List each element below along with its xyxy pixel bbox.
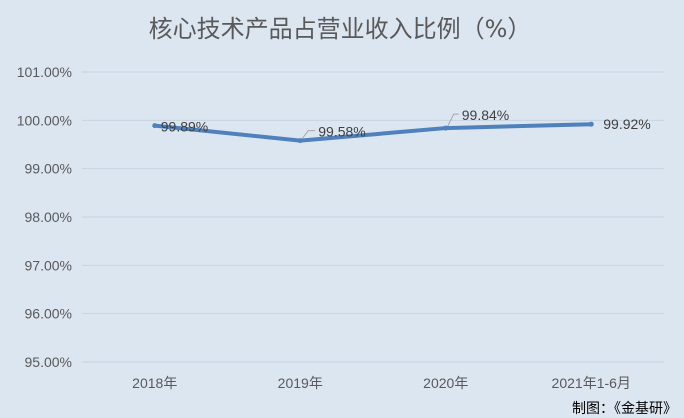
series-line <box>152 122 594 143</box>
y-tick-label: 98.00% <box>25 209 72 225</box>
data-point <box>152 123 158 129</box>
x-axis-ticks: 2018年 2019年 2020年 2021年1-6月 <box>132 375 631 391</box>
y-tick-label: 96.00% <box>25 306 72 322</box>
label-leader-line <box>447 113 459 127</box>
label-leader-line <box>301 130 316 139</box>
data-label: 99.89% <box>161 119 208 135</box>
y-tick-label: 99.00% <box>25 161 72 177</box>
x-tick-label: 2018年 <box>132 375 177 391</box>
data-point <box>443 125 449 131</box>
data-label: 99.84% <box>462 107 509 123</box>
chart-title: 核心技术产品占营业收入比例（%） <box>149 15 532 43</box>
y-tick-label: 101.00% <box>17 64 72 80</box>
data-label: 99.58% <box>318 124 365 140</box>
y-tick-label: 97.00% <box>25 257 72 273</box>
y-axis-ticks: 95.00% 96.00% 97.00% 98.00% 99.00% 100.00% 101… <box>17 64 72 370</box>
data-point <box>297 138 303 144</box>
data-label: 99.92% <box>603 116 650 132</box>
x-tick-label: 2019年 <box>278 375 323 391</box>
x-tick-label: 2021年1-6月 <box>552 375 631 391</box>
data-point <box>588 121 594 127</box>
y-tick-label: 95.00% <box>25 354 72 370</box>
y-tick-label: 100.00% <box>17 112 72 128</box>
gridlines <box>82 71 664 363</box>
data-labels: 99.89% 99.58% 99.84% 99.92% <box>161 107 651 140</box>
chart-credit: 制图：《金基研》 <box>572 400 677 417</box>
x-tick-label: 2020年 <box>423 375 468 391</box>
series-layer <box>152 121 594 144</box>
